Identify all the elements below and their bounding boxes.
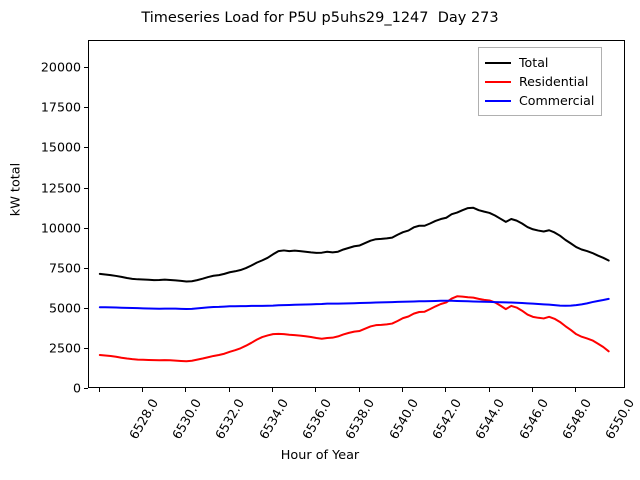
x-axis-tick-mark [531, 388, 533, 392]
x-axis-tick-mark [488, 388, 490, 392]
y-axis-tick-mark [84, 187, 88, 189]
legend-item-label: Residential [519, 74, 589, 89]
plot-lines [98, 206, 610, 363]
x-axis-tick-label: 6544.0 [472, 396, 508, 442]
chart-title: Timeseries Load for P5U p5uhs29_1247 Day… [141, 10, 499, 26]
x-axis-tick-label: 6548.0 [558, 396, 594, 442]
y-axis-tick-label: 20000 [40, 59, 81, 75]
y-axis-tick-label: 17500 [40, 99, 81, 115]
y-axis-tick-labels: 0 2500 5000 7500 10000 12500 15000 17500 20000 [0, 0, 81, 480]
y-axis-tick-label: 0 [72, 380, 81, 396]
y-axis-tick-label: 10000 [40, 220, 81, 236]
y-axis-tick-label: 12500 [40, 180, 81, 196]
x-axis-tick-mark [575, 388, 577, 392]
legend-item-label: Commercial [519, 93, 595, 108]
x-axis-tick-label: 6534.0 [255, 396, 291, 442]
x-axis-tick-mark [185, 388, 187, 392]
legend-line-swatch-icon [485, 61, 511, 64]
x-axis-tick-label: 6532.0 [212, 396, 248, 442]
y-axis-tick-label: 7500 [48, 260, 81, 276]
y-axis-tick-label: 2500 [48, 340, 81, 356]
x-axis-tick-mark [272, 388, 274, 392]
x-axis-tick-mark [228, 388, 230, 392]
x-axis-tick-mark [401, 388, 403, 392]
legend-line-swatch-icon [485, 80, 511, 83]
y-axis-tick-label: 5000 [48, 300, 81, 316]
x-axis-tick-label: 6538.0 [342, 396, 378, 442]
x-axis-tick-mark [445, 388, 447, 392]
y-axis-tick-mark [84, 227, 88, 229]
y-axis-tick-mark [84, 347, 88, 349]
legend-item: Residential [485, 72, 594, 91]
series-line-commercial [98, 297, 610, 310]
x-axis-label: Hour of Year [280, 448, 360, 463]
y-axis-label: kW total [8, 162, 24, 217]
y-axis-tick-mark [84, 388, 88, 389]
legend-item-label: Total [519, 55, 549, 70]
series-line-total [98, 206, 610, 283]
series-line-residential [98, 295, 610, 363]
y-axis-tick-label: 15000 [40, 139, 81, 155]
x-axis-tick-label: 6546.0 [515, 396, 551, 442]
x-axis-tick-label: 6540.0 [385, 396, 421, 442]
legend-item: Commercial [485, 91, 594, 110]
y-axis-tick-mark [84, 67, 88, 69]
x-axis-tick-label: 6542.0 [429, 396, 465, 442]
x-axis-tick-label: 6550.0 [602, 396, 638, 442]
chart-legend: Total Residential Commercial [478, 47, 603, 116]
x-axis-tick-mark [358, 388, 360, 392]
y-axis-tick-mark [84, 267, 88, 269]
x-axis-tick-mark [98, 388, 100, 392]
y-axis-tick-mark [84, 107, 88, 109]
x-axis-tick-mark [142, 388, 144, 392]
y-axis-tick-mark [84, 147, 88, 149]
x-axis-tick-label: 6530.0 [169, 396, 205, 442]
x-axis-tick-label: 6528.0 [125, 396, 161, 442]
legend-item: Total [485, 53, 594, 72]
x-axis-tick-mark [315, 388, 317, 392]
y-axis-tick-mark [84, 307, 88, 309]
x-axis-tick-label: 6536.0 [299, 396, 335, 442]
legend-line-swatch-icon [485, 99, 511, 102]
